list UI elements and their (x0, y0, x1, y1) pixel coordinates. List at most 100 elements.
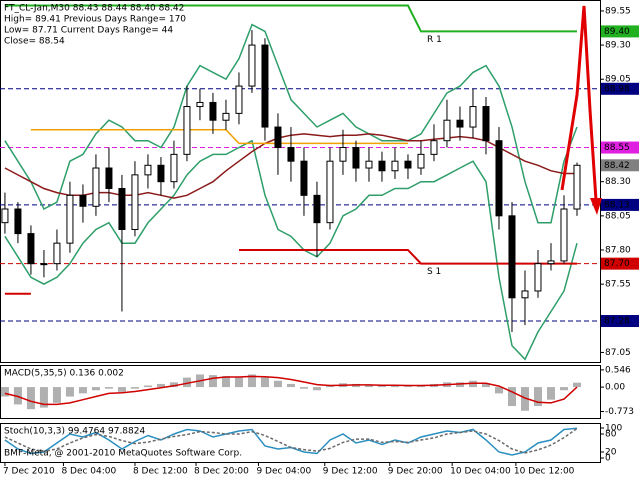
candle-body (144, 164, 152, 176)
candle-body (300, 160, 308, 196)
x-tick-label: 9 Dec 04:00 (256, 467, 311, 477)
histogram-bar (221, 376, 230, 388)
x-tick-label: 10 Dec 12:00 (514, 467, 575, 477)
histogram-bar (481, 383, 490, 388)
candle-body (508, 215, 516, 299)
histogram-bar (507, 387, 516, 407)
candle-body (235, 85, 243, 114)
macd-panel (0, 365, 601, 419)
candle-body (105, 167, 113, 190)
candle-body (209, 101, 217, 121)
candle-body (287, 147, 295, 162)
histogram-bar (390, 385, 399, 388)
chart-title: FT_CL-Jan,M30 88.43 88.44 88.40 88.42 (4, 4, 184, 14)
candle-body (261, 44, 269, 128)
candle-body (547, 260, 555, 265)
histogram-bar (273, 380, 282, 388)
histogram-bar (39, 387, 48, 408)
candle-body (391, 160, 399, 172)
histogram-bar (130, 387, 139, 389)
x-tick-label: 9 Dec 12:00 (323, 467, 378, 477)
panel-title: Stoch(10,3,3) 99.4764 97.8824 (4, 427, 145, 437)
histogram-bar (377, 385, 386, 388)
histogram-bar (91, 387, 100, 391)
candle-body (495, 140, 503, 217)
arrow-head (590, 198, 602, 215)
stoch-panel (0, 423, 601, 463)
histogram-bar (104, 387, 113, 389)
candle-body (131, 174, 139, 230)
y-tick-label: 100 (605, 424, 622, 434)
candle-body (40, 263, 48, 266)
candle-body (573, 164, 581, 210)
price-box (601, 315, 639, 328)
candle-body (469, 106, 477, 128)
price-box-label: 88.55 (604, 143, 630, 153)
candle-body (404, 160, 412, 169)
candle-body (27, 233, 35, 265)
price-box (601, 141, 639, 154)
histogram-bar (156, 383, 165, 388)
y-tick-label: 0 (605, 454, 611, 464)
y-tick-label: 0.546 (605, 365, 631, 375)
price-box (601, 159, 639, 172)
level-label: R 1 (427, 35, 442, 45)
candle-body (66, 194, 74, 244)
histogram-bar (182, 377, 191, 388)
histogram-bar (286, 383, 295, 388)
candle-body (79, 194, 87, 207)
price-box-label: 88.98 (604, 84, 630, 94)
price-box (601, 198, 639, 211)
candle-body (365, 160, 373, 169)
price-box-label: 87.70 (604, 259, 630, 269)
candle-body (339, 147, 347, 162)
x-tick-label: 9 Dec 20:00 (388, 467, 443, 477)
indicator-line (4, 139, 578, 361)
price-box (601, 257, 639, 270)
candle-body (430, 140, 438, 155)
x-tick-label: 10 Dec 04:00 (450, 467, 511, 477)
histogram-bar (559, 387, 568, 391)
histogram-bar (0, 387, 9, 397)
candle-body (170, 153, 178, 183)
histogram-bar (299, 387, 308, 389)
histogram-bar (65, 387, 74, 397)
y-tick-label: 0.00 (605, 383, 625, 393)
histogram-bar (533, 387, 542, 407)
candle-body (274, 126, 282, 149)
x-tick-label: 8 Dec 04:00 (61, 467, 116, 477)
y-tick-label: 88.05 (605, 211, 631, 221)
price-box (601, 25, 639, 38)
y-tick-label: -0.773 (605, 407, 634, 417)
histogram-bar (325, 385, 334, 388)
info-line: High= 89.41 Previous Days Range= 170 (4, 15, 186, 25)
y-tick-label: 87.05 (605, 348, 631, 358)
x-tick-label: 8 Dec 12:00 (133, 467, 188, 477)
footer: BMF-Meta, @ 2001-2010 MetaQuotes Softwar… (4, 449, 242, 459)
histogram-bar (208, 375, 217, 388)
histogram-bar (455, 382, 464, 388)
histogram-bar (26, 387, 35, 410)
candle-body (417, 153, 425, 169)
x-tick-label: 8 Dec 20:00 (194, 467, 249, 477)
candle-body (14, 208, 22, 235)
candle-body (456, 119, 464, 128)
y-tick-label: 20 (605, 448, 617, 458)
candle-body (1, 208, 9, 224)
histogram-bar (247, 374, 256, 388)
candle-body (534, 263, 542, 292)
level-label: S 1 (427, 267, 441, 277)
histogram-bar (52, 387, 61, 403)
y-tick-label: 88.30 (605, 177, 631, 187)
candle-body (196, 101, 204, 108)
arrow-annotation (560, 5, 598, 201)
histogram-bar (494, 387, 503, 394)
price-box-label: 88.13 (604, 200, 630, 210)
indicator-line (4, 4, 577, 33)
candle-body (521, 290, 529, 299)
y-tick-label: 89.55 (605, 6, 631, 16)
histogram-bar (520, 387, 529, 411)
indicator-line (4, 375, 578, 406)
